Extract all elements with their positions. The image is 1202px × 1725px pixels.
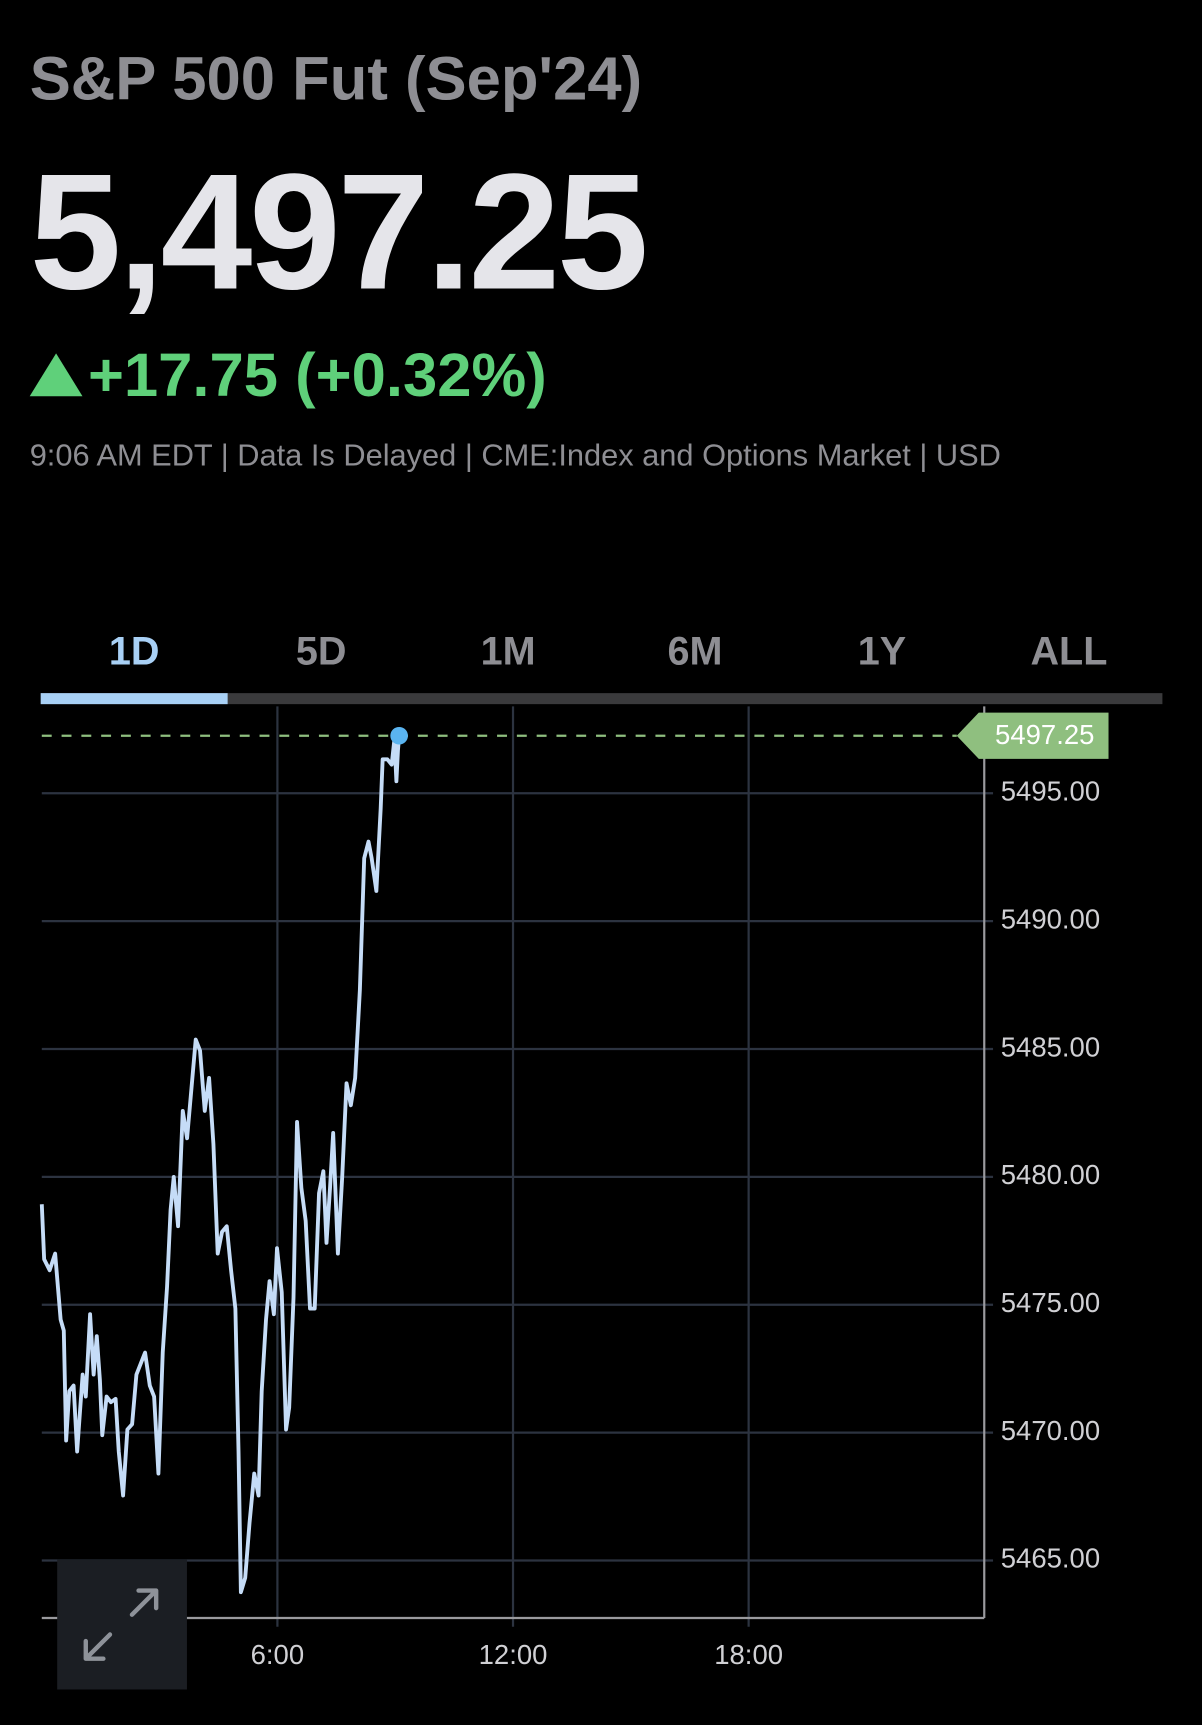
y-tick-label: 5495.00: [1001, 776, 1100, 807]
up-arrow: [29, 353, 83, 397]
last-price-tag: [956, 712, 1109, 759]
y-tick-label: 5490.00: [1001, 903, 1100, 934]
x-tick-label: 6:00: [251, 1639, 305, 1670]
x-tick-label: 18:00: [714, 1639, 783, 1670]
tab-track: [40, 693, 1163, 705]
tab[interactable]: 6M: [668, 630, 723, 674]
y-tick-label: 5480.00: [1001, 1159, 1100, 1190]
title: S&P 500 Fut (Sep'24): [30, 44, 642, 113]
y-tick-label: 5485.00: [1001, 1031, 1100, 1062]
plot: 5465.00 5470.00 5475.00 5480.00 5485.00 5490.…: [39, 706, 1109, 1670]
tab-indicator: [40, 693, 228, 705]
y-tick-label: 5470.00: [1001, 1415, 1100, 1446]
expand-bg[interactable]: [57, 1559, 187, 1690]
info: 9:06 AM EDT | Data Is Delayed | CME:Inde…: [30, 437, 1001, 472]
y-tick-label: 5465.00: [1001, 1543, 1100, 1574]
change: +17.75 (+0.32%): [88, 341, 547, 410]
y-tick-label: 5475.00: [1001, 1287, 1100, 1318]
last-price-label: 5497.25: [995, 719, 1094, 750]
tab[interactable]: 1M: [481, 630, 536, 674]
expand-button[interactable]: [57, 1559, 187, 1690]
expand-icon[interactable]: [83, 1588, 159, 1661]
tab[interactable]: 1Y: [858, 630, 906, 674]
tab[interactable]: 1D: [109, 630, 160, 674]
last-point: [390, 726, 408, 745]
tab[interactable]: 5D: [296, 630, 347, 674]
tab[interactable]: ALL: [1030, 630, 1107, 674]
tabs: 1D 5D 1M 6M 1Y ALL: [109, 630, 1108, 674]
price: 5,497.25: [30, 139, 646, 323]
price-line: [39, 735, 402, 1595]
x-tick-label: 12:00: [479, 1639, 548, 1670]
